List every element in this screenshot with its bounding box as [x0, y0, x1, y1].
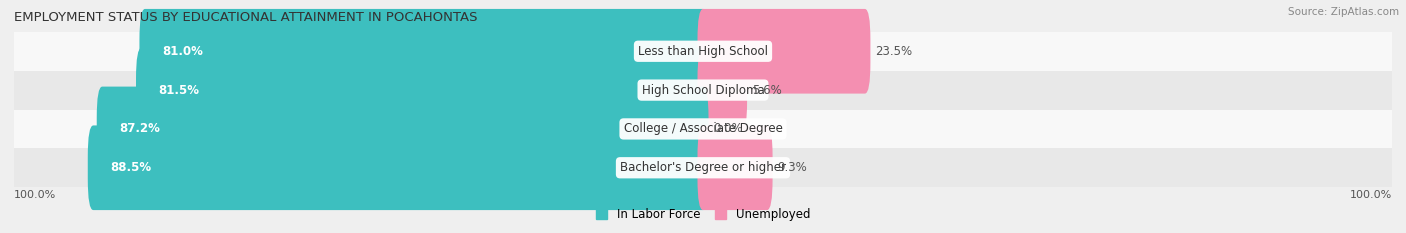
- FancyBboxPatch shape: [11, 110, 1395, 148]
- Text: Source: ZipAtlas.com: Source: ZipAtlas.com: [1288, 7, 1399, 17]
- Text: 23.5%: 23.5%: [875, 45, 912, 58]
- Text: Less than High School: Less than High School: [638, 45, 768, 58]
- FancyBboxPatch shape: [139, 9, 709, 94]
- Text: 9.3%: 9.3%: [778, 161, 807, 174]
- FancyBboxPatch shape: [136, 48, 709, 132]
- Text: College / Associate Degree: College / Associate Degree: [624, 122, 782, 135]
- Text: 100.0%: 100.0%: [1350, 190, 1392, 200]
- FancyBboxPatch shape: [97, 87, 709, 171]
- Text: 100.0%: 100.0%: [14, 190, 56, 200]
- FancyBboxPatch shape: [697, 9, 870, 94]
- FancyBboxPatch shape: [697, 48, 747, 132]
- Text: 0.0%: 0.0%: [713, 122, 742, 135]
- Text: EMPLOYMENT STATUS BY EDUCATIONAL ATTAINMENT IN POCAHONTAS: EMPLOYMENT STATUS BY EDUCATIONAL ATTAINM…: [14, 11, 478, 24]
- Text: 87.2%: 87.2%: [120, 122, 160, 135]
- Legend: In Labor Force, Unemployed: In Labor Force, Unemployed: [596, 208, 810, 221]
- Text: 81.5%: 81.5%: [159, 84, 200, 97]
- Text: 88.5%: 88.5%: [111, 161, 152, 174]
- Text: Bachelor's Degree or higher: Bachelor's Degree or higher: [620, 161, 786, 174]
- FancyBboxPatch shape: [11, 71, 1395, 110]
- FancyBboxPatch shape: [11, 32, 1395, 71]
- FancyBboxPatch shape: [87, 125, 709, 210]
- Text: 5.6%: 5.6%: [752, 84, 782, 97]
- FancyBboxPatch shape: [11, 148, 1395, 187]
- FancyBboxPatch shape: [697, 125, 772, 210]
- Text: 81.0%: 81.0%: [162, 45, 202, 58]
- Text: High School Diploma: High School Diploma: [641, 84, 765, 97]
